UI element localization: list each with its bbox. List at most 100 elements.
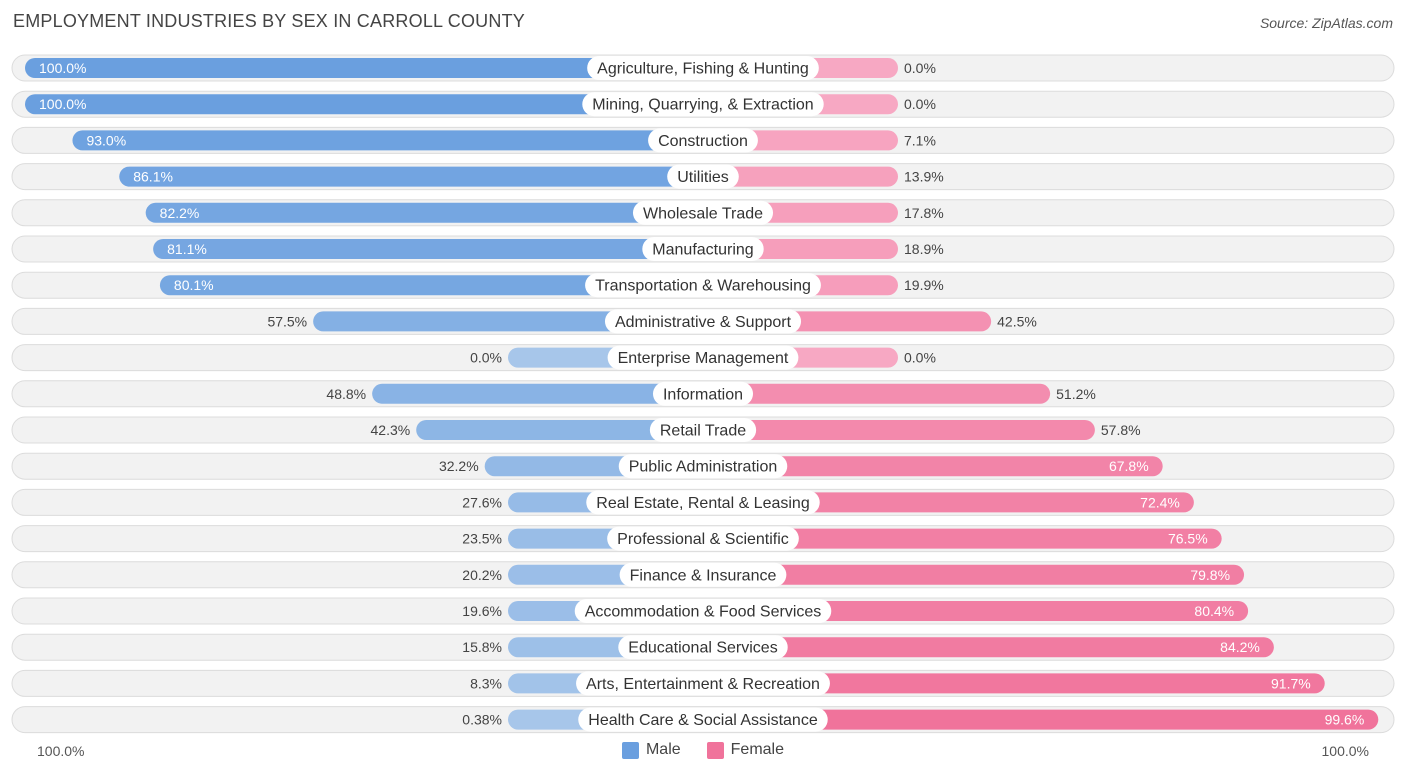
female-value-label: 0.0% <box>904 350 936 366</box>
category-label: Professional & Scientific <box>617 531 789 548</box>
male-value-label: 82.2% <box>160 205 200 221</box>
female-value-label: 18.9% <box>904 241 944 257</box>
female-value-label: 80.4% <box>1194 603 1234 619</box>
female-bar <box>693 420 1095 440</box>
chart-title: EMPLOYMENT INDUSTRIES BY SEX IN CARROLL … <box>13 11 525 31</box>
male-value-label: 80.1% <box>174 277 214 293</box>
male-bar <box>153 239 714 259</box>
legend-swatch-female <box>706 741 724 759</box>
category-label: Arts, Entertainment & Recreation <box>586 676 820 693</box>
category-label: Information <box>663 386 743 403</box>
male-bar <box>25 58 713 78</box>
female-value-label: 79.8% <box>1190 567 1230 583</box>
female-value-label: 51.2% <box>1056 386 1096 402</box>
category-label-pill <box>586 490 820 515</box>
male-bar <box>145 202 713 223</box>
category-label: Transportation & Warehousing <box>595 278 811 295</box>
male-value-label: 19.6% <box>462 603 502 619</box>
male-value-label: 100.0% <box>39 96 86 112</box>
female-value-label: 42.5% <box>997 313 1037 329</box>
category-label: Wholesale Trade <box>643 205 763 222</box>
category-label-pill <box>582 92 824 117</box>
category-label-pill <box>578 707 828 732</box>
category-label: Utilities <box>677 169 729 186</box>
male-value-label: 100.0% <box>39 60 86 76</box>
male-value-label: 27.6% <box>462 494 502 510</box>
male-bar <box>72 130 713 151</box>
male-value-label: 81.1% <box>167 241 207 257</box>
category-label: Finance & Insurance <box>630 567 777 584</box>
female-bar <box>693 673 1325 694</box>
diverging-bar-chart: Agriculture, Fishing & Hunting 100.0% 0.0%… <box>11 54 1395 734</box>
category-label: Manufacturing <box>652 242 753 259</box>
source-label: Source: ZipAtlas.com <box>1259 15 1393 31</box>
male-value-label: 93.0% <box>86 132 126 148</box>
category-label-pill <box>648 128 758 153</box>
female-value-label: 0.0% <box>904 96 936 112</box>
female-bar <box>693 383 1051 404</box>
female-value-label: 13.9% <box>904 169 944 185</box>
category-label-pill <box>649 418 757 442</box>
legend-swatch-male <box>621 741 639 759</box>
female-value-label: 72.4% <box>1140 494 1180 510</box>
category-label: Construction <box>658 133 748 150</box>
male-bar <box>119 166 713 187</box>
legend-item-male: Male <box>621 741 681 759</box>
male-value-label: 20.2% <box>462 567 502 583</box>
category-label-pill <box>585 273 821 298</box>
category-label: Real Estate, Rental & Leasing <box>596 495 809 512</box>
female-bar <box>693 456 1163 477</box>
legend-label-female: Female <box>730 741 785 758</box>
category-label-pill <box>576 671 830 696</box>
category-label-pill <box>587 56 819 80</box>
legend: Male Female <box>0 741 1406 759</box>
category-label-pill <box>632 200 774 225</box>
axis-label-right: 100.0% <box>1321 743 1369 759</box>
male-value-label: 48.8% <box>326 386 366 402</box>
female-value-label: 84.2% <box>1220 639 1260 655</box>
male-bar <box>416 420 713 440</box>
category-label-pill <box>642 237 764 261</box>
female-value-label: 7.1% <box>904 132 936 148</box>
male-value-label: 23.5% <box>462 531 502 547</box>
female-value-label: 0.0% <box>904 60 936 76</box>
category-label-pill <box>619 562 787 587</box>
female-value-label: 19.9% <box>904 277 944 293</box>
male-value-label: 15.8% <box>462 639 502 655</box>
category-label-pill <box>604 309 802 334</box>
category-label: Retail Trade <box>660 423 746 440</box>
female-bar <box>693 528 1222 549</box>
male-value-label: 57.5% <box>267 313 307 329</box>
female-value-label: 99.6% <box>1325 712 1365 728</box>
category-label: Accommodation & Food Services <box>585 604 822 621</box>
category-label: Health Care & Social Assistance <box>588 712 818 729</box>
axis-label-left: 100.0% <box>37 743 85 759</box>
legend-label-male: Male <box>645 741 681 758</box>
female-value-label: 67.8% <box>1109 458 1149 474</box>
male-value-label: 42.3% <box>371 422 411 438</box>
female-bar <box>693 637 1274 658</box>
category-label-pill <box>574 599 832 623</box>
category-label-pill <box>618 454 788 479</box>
female-bar <box>693 709 1379 730</box>
category-label-pill <box>667 164 739 189</box>
female-bar <box>693 564 1245 585</box>
category-label: Administrative & Support <box>615 314 792 331</box>
female-bar <box>693 601 1249 621</box>
legend-item-female: Female <box>706 741 785 759</box>
category-label-pill <box>607 526 799 551</box>
category-label: Educational Services <box>628 640 777 657</box>
female-bar <box>693 166 898 187</box>
female-value-label: 57.8% <box>1101 422 1141 438</box>
male-value-label: 86.1% <box>133 169 173 185</box>
female-value-label: 91.7% <box>1271 675 1311 691</box>
female-value-label: 17.8% <box>904 205 944 221</box>
category-label-pill <box>607 345 799 370</box>
category-label-pill <box>618 635 788 660</box>
male-bar <box>25 94 713 115</box>
category-label: Agriculture, Fishing & Hunting <box>597 61 809 78</box>
male-value-label: 0.0% <box>470 350 502 366</box>
category-label-pill <box>652 381 754 406</box>
male-value-label: 8.3% <box>470 675 502 691</box>
male-bar <box>372 383 713 404</box>
